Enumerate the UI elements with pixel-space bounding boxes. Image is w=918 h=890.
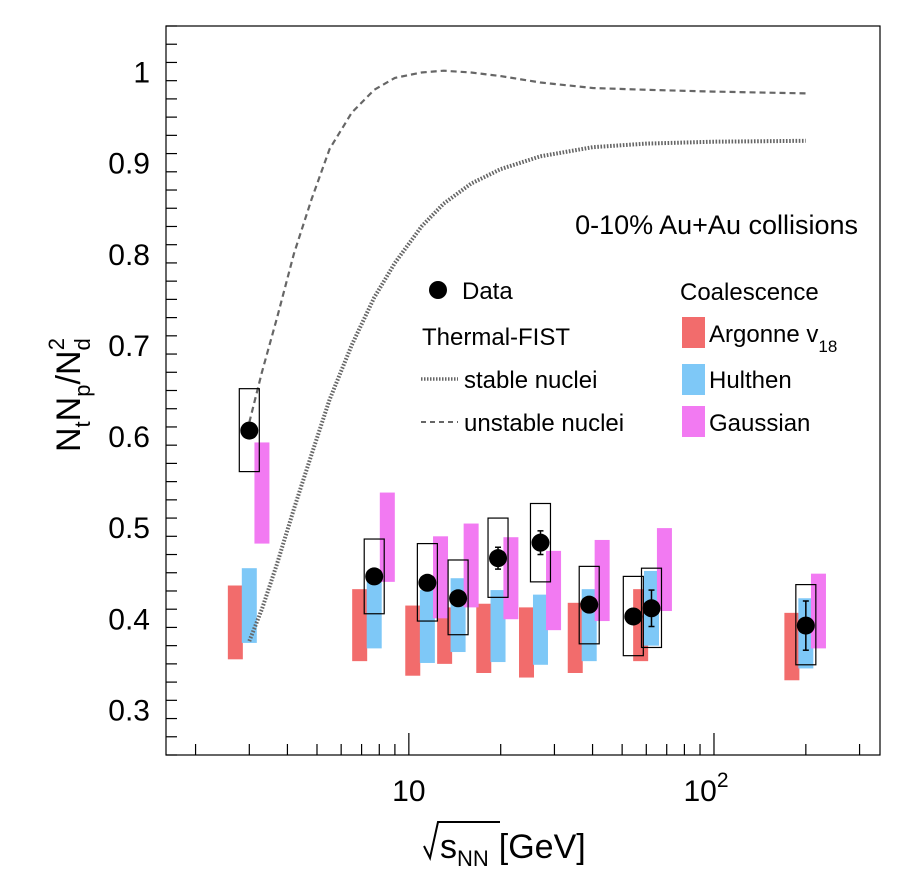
- legend-hulthen-swatch: [682, 364, 705, 395]
- sqrt-sign: [423, 821, 500, 861]
- legend-gaussian-swatch: [682, 406, 705, 437]
- unstable-nuclei-curve: [248, 69, 806, 423]
- gaussian-bar-4: [503, 537, 519, 620]
- x-tick-label-base-0: 10: [392, 775, 425, 808]
- systematic-error-boxes: [238, 388, 817, 666]
- data-point-1: [365, 567, 384, 586]
- x-axis-title-s: s: [440, 828, 457, 866]
- sys-box-0: [238, 388, 260, 473]
- gaussian-bar-3: [463, 523, 479, 608]
- argonne-bar-6: [567, 602, 583, 673]
- legend-unstable-label: unstable nuclei: [464, 410, 624, 437]
- y-title-sup-2: 2: [44, 338, 69, 350]
- hulthen-bar-0: [241, 568, 257, 643]
- sys-box-5: [529, 502, 552, 583]
- legend-gaussian-label: Gaussian: [709, 410, 810, 437]
- argonne-bar-2: [405, 605, 421, 676]
- sys-box-2: [416, 542, 438, 622]
- x-tick-label-base-1: 10: [683, 775, 716, 808]
- y-tick-label-4: 0.7: [108, 330, 150, 363]
- legend-argonne-swatch: [682, 317, 705, 348]
- y-tick-label-1: 0.4: [108, 603, 150, 636]
- x-axis-title: sNN [GeV]: [423, 821, 586, 871]
- argonne-bar-8: [784, 612, 800, 681]
- x-axis-title-unit: [GeV]: [499, 828, 586, 866]
- argonne-bar-4: [476, 603, 492, 673]
- data-point-6: [580, 595, 599, 614]
- hulthen-bar-2: [419, 590, 435, 663]
- gaussian-bar-6: [594, 539, 610, 622]
- legend-data-label: Data: [462, 278, 513, 305]
- legend-argonne-label: Argonne v18: [709, 321, 837, 356]
- y-tick-label-6: 0.9: [108, 148, 150, 181]
- gaussian-bar-7: [656, 528, 672, 612]
- argonne-bar-1: [352, 589, 368, 662]
- x-tick-label-exp-1: 2: [717, 769, 729, 792]
- data-point-5: [531, 533, 550, 552]
- data-point-8: [642, 599, 661, 618]
- y-title-nd: /N: [50, 351, 88, 385]
- legend: Data Thermal-FIST stable nuclei unstable…: [421, 278, 837, 437]
- hulthen-bar-5: [532, 594, 548, 665]
- legend-argonne-text: Argonne v: [709, 321, 818, 348]
- sys-box-8: [640, 567, 663, 649]
- sys-box-4: [487, 517, 509, 598]
- data-points: [240, 421, 815, 651]
- y-tick-label-5: 0.8: [108, 239, 150, 272]
- y-title-n1: N: [50, 427, 88, 452]
- svg-text:sNN[GeV]: sNN [GeV]: [440, 828, 586, 871]
- y-title-sub-d: d: [70, 338, 95, 350]
- thermal-fist-curves: [247, 69, 806, 642]
- hulthen-bar-4: [490, 590, 506, 663]
- hulthen-bar-1: [366, 575, 382, 649]
- y-tick-labels: 0.3 0.4 0.5 0.6 0.7 0.8 0.9 1: [108, 57, 150, 728]
- x-tick-label-0: 10: [392, 775, 425, 808]
- gaussian-bar-5: [546, 550, 562, 631]
- gaussian-bar-0: [254, 442, 270, 544]
- data-point-9: [796, 616, 815, 635]
- x-tick-labels: 10 102: [392, 769, 728, 808]
- svg-text:NtNp/Nd2: NtNp/Nd2: [44, 338, 95, 452]
- sys-box-7: [622, 575, 644, 657]
- y-tick-label-3: 0.6: [108, 421, 150, 454]
- data-point-2: [418, 573, 437, 592]
- y-tick-label-7: 1: [133, 57, 150, 90]
- argonne-bar-0: [227, 585, 243, 660]
- legend-thermal-header: Thermal-FIST: [422, 324, 570, 351]
- data-point-0: [240, 421, 259, 440]
- legend-argonne-sub: 18: [818, 337, 837, 356]
- gaussian-bar-2: [433, 536, 449, 619]
- gaussian-bar-1: [379, 492, 395, 582]
- legend-coalescence-header: Coalescence: [680, 279, 819, 306]
- axes: [165, 25, 881, 756]
- y-title-sub-p: p: [70, 385, 95, 397]
- y-title-n2: N: [50, 397, 88, 422]
- stable-nuclei-curve: [247, 138, 806, 642]
- sys-box-1: [363, 538, 385, 615]
- sys-box-6: [578, 565, 600, 645]
- y-tick-label-0: 0.3: [108, 694, 150, 727]
- data-point-7: [624, 607, 643, 626]
- y-axis-title: NtNp/Nd2: [44, 338, 95, 452]
- legend-stable-label: stable nuclei: [464, 367, 597, 394]
- legend-hulthen-label: Hulthen: [709, 367, 792, 394]
- collision-annotation: 0-10% Au+Au collisions: [575, 210, 858, 240]
- x-tick-label-1: 102: [683, 769, 728, 808]
- sys-box-9: [795, 583, 817, 666]
- sys-box-3: [447, 559, 469, 636]
- data-point-3: [449, 589, 468, 608]
- data-point-4: [489, 549, 508, 568]
- legend-data-marker: [429, 281, 447, 299]
- y-tick-label-2: 0.5: [108, 512, 150, 545]
- y-title-sub-t: t: [70, 421, 95, 427]
- gaussian-bar-8: [810, 573, 826, 649]
- argonne-bar-5: [519, 607, 535, 678]
- x-axis-title-sub: NN: [457, 846, 489, 871]
